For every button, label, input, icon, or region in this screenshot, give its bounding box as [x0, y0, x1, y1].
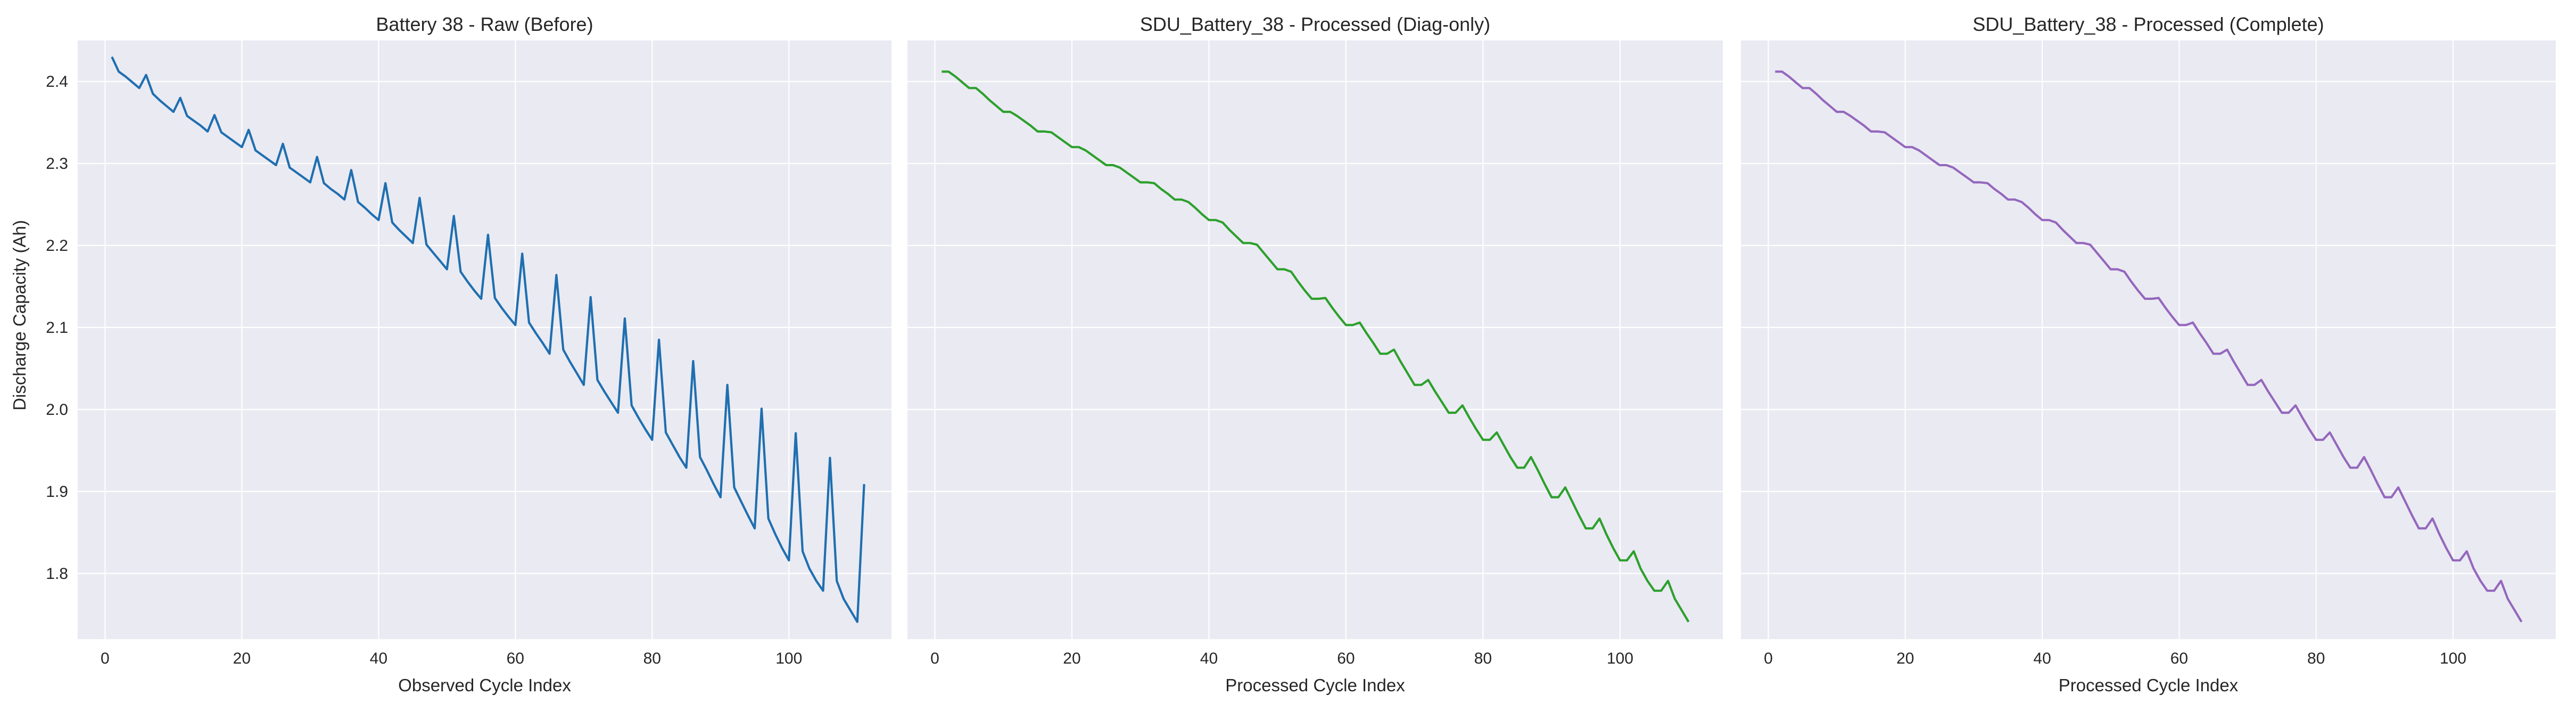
gridlines [1741, 40, 2556, 639]
x-axis-label: Processed Cycle Index [2059, 675, 2239, 695]
series-line [1775, 70, 2523, 623]
x-tick-label: 80 [2307, 650, 2325, 667]
x-tick-label: 60 [2170, 650, 2188, 667]
x-tick-label: 80 [1474, 650, 1492, 667]
x-tick-labels: 0 20 40 60 80 100 [930, 650, 1633, 667]
y-tick-label: 1.8 [46, 565, 68, 583]
y-tick-label: 2.2 [46, 237, 68, 255]
y-tick-label: 2.0 [46, 401, 68, 419]
panel-processed-diag-only: 0 20 40 60 80 100 SDU_Battery_38 - Processed … [907, 13, 1723, 695]
panel-title: SDU_Battery_38 - Processed (Complete) [1972, 13, 2324, 35]
x-tick-label: 40 [370, 650, 387, 667]
x-tick-label: 20 [233, 650, 251, 667]
plot-background [1741, 40, 2556, 639]
series-line [942, 70, 1690, 623]
x-tick-label: 40 [1200, 650, 1218, 667]
panel-title: Battery 38 - Raw (Before) [376, 13, 593, 35]
x-tick-label: 100 [775, 650, 802, 667]
panel-title: SDU_Battery_38 - Processed (Diag-only) [1140, 13, 1490, 35]
x-tick-label: 80 [643, 650, 661, 667]
x-tick-labels: 0 20 40 60 80 100 [101, 650, 802, 667]
series-lines [111, 56, 865, 623]
x-tick-label: 20 [1063, 650, 1080, 667]
y-tick-label: 2.4 [46, 73, 68, 91]
x-tick-label: 0 [930, 650, 939, 667]
panel-processed-complete: 0 20 40 60 80 100 SDU_Battery_38 - Processed … [1741, 13, 2556, 695]
x-tick-label: 100 [1607, 650, 1633, 667]
x-tick-label: 60 [507, 650, 524, 667]
series-lines [1775, 70, 2523, 623]
x-tick-label: 60 [1337, 650, 1355, 667]
y-tick-labels: 1.8 1.9 2.0 2.1 2.2 2.3 2.4 [46, 73, 68, 583]
x-axis-label: Processed Cycle Index [1225, 675, 1405, 695]
x-tick-labels: 0 20 40 60 80 100 [1764, 650, 2466, 667]
series-lines [942, 70, 1690, 623]
x-tick-label: 0 [1764, 650, 1773, 667]
gridlines [78, 40, 891, 639]
x-axis-label: Observed Cycle Index [398, 675, 571, 695]
x-tick-label: 100 [2440, 650, 2466, 667]
x-tick-label: 20 [1896, 650, 1914, 667]
plot-background [907, 40, 1723, 639]
plot-background [78, 40, 891, 639]
y-axis-label: Discharge Capacity (Ah) [10, 220, 29, 411]
series-line [111, 56, 865, 623]
y-tick-label: 2.1 [46, 319, 68, 337]
y-tick-label: 2.3 [46, 155, 68, 173]
panel-raw-before: 0 20 40 60 80 100 1.8 1.9 2.0 2.1 2.2 2.3 2.4 Batte… [46, 13, 891, 695]
gridlines [907, 40, 1723, 639]
y-tick-label: 1.9 [46, 483, 68, 501]
x-tick-label: 40 [2033, 650, 2051, 667]
x-tick-label: 0 [101, 650, 110, 667]
